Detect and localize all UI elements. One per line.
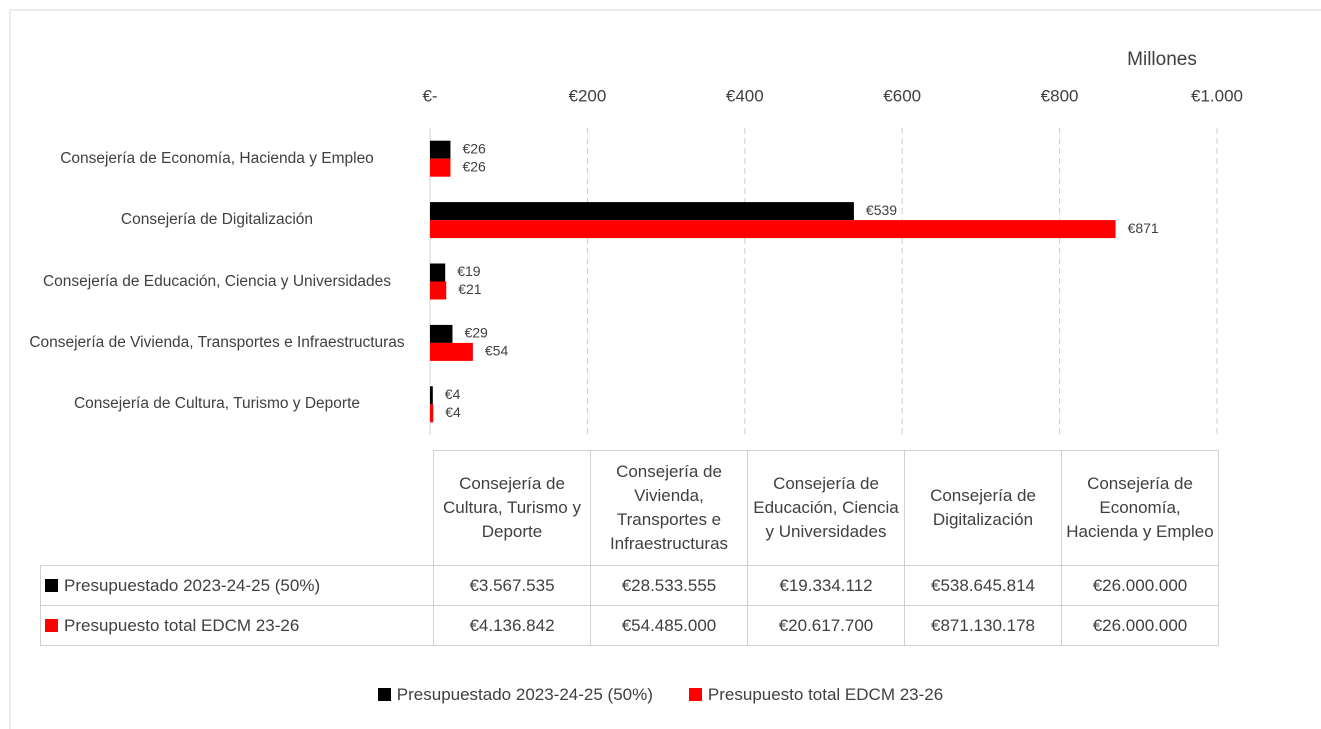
data-label: €4: [445, 404, 461, 420]
bar: [430, 158, 451, 177]
data-label: €29: [464, 325, 488, 341]
x-tick-label: €600: [883, 86, 921, 105]
table-cell: €26.000.000: [1061, 565, 1219, 606]
legend-text: Presupuesto total EDCM 23-26: [707, 685, 944, 704]
table-cell: €3.567.535: [433, 565, 591, 606]
bar: [430, 324, 453, 343]
x-tick-label: €800: [1041, 86, 1079, 105]
bar: [430, 342, 473, 361]
bar: [430, 281, 447, 300]
bar: [430, 220, 1116, 239]
x-tick-label: €400: [726, 86, 764, 105]
table-cell: €26.000.000: [1061, 605, 1219, 646]
data-label: €871: [1128, 220, 1159, 236]
bar: [430, 404, 434, 423]
legend-key: [45, 578, 58, 592]
row-label-text: Presupuesto total EDCM 23-26: [64, 615, 300, 635]
legend: Presupuestado 2023-24-25 (50%) Presupuest…: [0, 685, 1321, 705]
bar: [430, 263, 446, 282]
x-tick-label: €200: [568, 86, 606, 105]
data-label: €19: [457, 263, 481, 279]
legend-text: Presupuestado 2023-24-25 (50%): [396, 685, 653, 704]
table-corner: [41, 451, 434, 566]
axis-unit: Millones: [1127, 49, 1197, 70]
table-cell: €538.645.814: [904, 565, 1062, 606]
table-cell: €19.334.112: [747, 565, 905, 606]
table-header-row: Consejería de Cultura, Turismo y Deporte…: [41, 450, 1219, 566]
data-label: €21: [458, 281, 482, 297]
legend-key: [45, 618, 58, 632]
category-label: Consejería de Economía, Hacienda y Emple…: [60, 149, 374, 167]
row-label: Presupuesto total EDCM 23-26: [40, 605, 434, 646]
x-tick-label: €1.000: [1191, 86, 1243, 105]
table-cell: €871.130.178: [904, 605, 1062, 646]
table-cell: €54.485.000: [590, 605, 748, 646]
data-table: Consejería de Cultura, Turismo y Deporte…: [40, 450, 1219, 646]
table-cell: €28.533.555: [590, 565, 748, 606]
data-label: €4: [445, 386, 461, 402]
category-label: Consejería de Cultura, Turismo y Deporte: [73, 395, 361, 413]
table-row: Presupuestado 2023-24-25 (50%) €3.567.535…: [40, 565, 1219, 606]
table-cell: €20.617.700: [747, 605, 905, 646]
table-header: Consejería de Digitalización: [904, 450, 1062, 566]
legend-key: [688, 688, 702, 701]
bar: [430, 140, 451, 159]
table-header: Consejería de Cultura, Turismo y Deporte: [433, 450, 591, 566]
legend-item: Presupuestado 2023-24-25 (50%): [377, 685, 653, 704]
row-label-text: Presupuestado 2023-24-25 (50%): [64, 575, 321, 595]
row-label: Presupuestado 2023-24-25 (50%): [40, 565, 434, 606]
legend-key: [377, 688, 391, 701]
data-label: €26: [462, 158, 486, 174]
table-header: Consejería de Economía, Hacienda y Emple…: [1061, 450, 1219, 566]
category-label: Consejería de Digitalización: [120, 211, 314, 229]
bar: [430, 202, 854, 221]
category-label: Consejería de Vivienda, Transportes e In…: [29, 333, 405, 351]
legend-item: Presupuesto total EDCM 23-26: [688, 685, 944, 704]
table-header: Consejería de Educación, Ciencia y Unive…: [747, 450, 905, 566]
category-label: Consejería de Educación, Ciencia y Unive…: [42, 272, 392, 290]
data-label: €54: [485, 343, 509, 359]
table-header: Consejería de Vivienda, Transportes e In…: [590, 450, 748, 566]
table-cell: €4.136.842: [433, 605, 591, 646]
data-label: €26: [462, 140, 486, 156]
table-row: Presupuesto total EDCM 23-26 €4.136.842 €5…: [40, 605, 1219, 646]
x-tick-label: €-: [422, 86, 437, 105]
data-label: €539: [866, 202, 897, 218]
bar: [430, 386, 433, 405]
